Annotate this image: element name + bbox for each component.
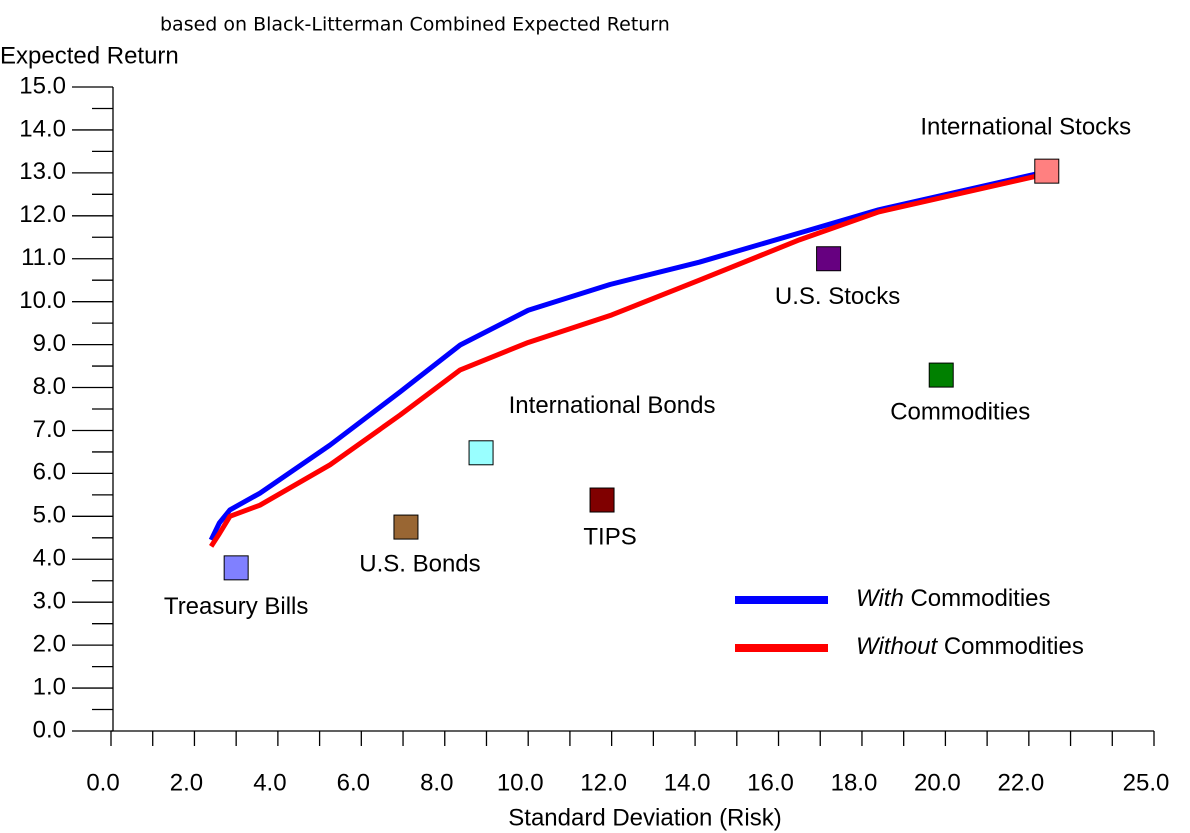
- asset-marker: [223, 555, 249, 581]
- y-tick-label: 8.0: [33, 373, 66, 400]
- y-tick-label: 5.0: [33, 502, 66, 529]
- asset-label: TIPS: [583, 523, 636, 550]
- asset-label: U.S. Stocks: [775, 283, 900, 310]
- asset-marker: [928, 362, 954, 388]
- series-line: [209, 172, 1042, 548]
- y-tick-label: 10.0: [19, 287, 66, 314]
- x-tick-label: 12.0: [580, 769, 627, 796]
- x-tick-label: 2.0: [170, 769, 203, 796]
- y-tick-label: 11.0: [21, 244, 66, 271]
- asset-marker: [468, 440, 494, 466]
- x-tick-label: 8.0: [420, 769, 453, 796]
- x-tick-label: 18.0: [831, 769, 878, 796]
- legend-label: With Commodities: [856, 585, 1051, 612]
- series-line: [208, 170, 1042, 542]
- y-tick-label: 0.0: [33, 716, 66, 743]
- asset-marker: [1034, 158, 1060, 184]
- y-tick-label: 7.0: [33, 416, 66, 443]
- asset-marker: [393, 514, 419, 540]
- y-tick-label: 1.0: [33, 673, 66, 700]
- y-tick-label: 3.0: [33, 588, 66, 615]
- x-axis-label: Standard Deviation (Risk): [508, 804, 781, 831]
- chart-title: based on Black-Litterman Combined Expect…: [160, 14, 670, 36]
- asset-marker: [589, 487, 615, 513]
- asset-label: Treasury Bills: [164, 593, 308, 620]
- y-tick-label: 4.0: [33, 545, 66, 572]
- y-tick-label: 6.0: [33, 459, 66, 486]
- x-tick-label: 14.0: [664, 769, 711, 796]
- asset-marker: [816, 246, 842, 272]
- x-tick-label: 22.0: [997, 769, 1044, 796]
- x-tick-label: 16.0: [747, 769, 794, 796]
- y-axis-label: Expected Return: [0, 42, 179, 69]
- asset-label: U.S. Bonds: [359, 550, 480, 577]
- y-tick-label: 14.0: [19, 115, 66, 142]
- x-tick-label: 0.0: [86, 769, 119, 796]
- x-tick-label: 10.0: [497, 769, 544, 796]
- y-tick-label: 13.0: [19, 158, 66, 185]
- y-tick-label: 9.0: [33, 330, 66, 357]
- x-tick-label: 25.0: [1123, 769, 1170, 796]
- y-tick-label: 12.0: [19, 201, 66, 228]
- x-tick-label: 6.0: [337, 769, 370, 796]
- asset-label: Commodities: [890, 398, 1030, 425]
- y-tick-label: 15.0: [19, 72, 66, 99]
- x-tick-label: 20.0: [914, 769, 961, 796]
- asset-label: International Stocks: [920, 113, 1131, 140]
- asset-label: International Bonds: [509, 392, 716, 419]
- x-tick-label: 4.0: [253, 769, 286, 796]
- y-tick-label: 2.0: [33, 630, 66, 657]
- legend-label: Without Commodities: [856, 633, 1084, 660]
